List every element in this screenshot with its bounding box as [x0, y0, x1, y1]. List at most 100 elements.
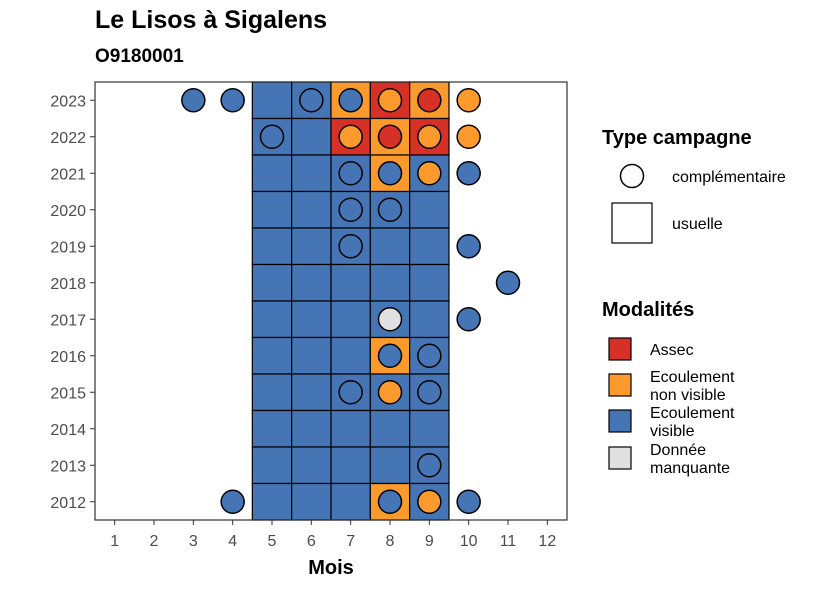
usuelle-tile	[291, 482, 332, 521]
usuelle-tile	[291, 336, 332, 375]
legend-swatch	[608, 446, 632, 470]
usuelle-tile	[291, 117, 332, 156]
complementaire-point	[338, 124, 363, 149]
usuelle-tile	[330, 409, 371, 448]
legend-type-label: complémentaire	[672, 169, 786, 186]
legend-modalite-label: visible	[650, 423, 695, 440]
complementaire-point	[377, 343, 403, 368]
usuelle-tile	[409, 300, 450, 339]
complementaire-point	[220, 88, 245, 113]
panel-border	[94, 81, 568, 521]
complementaire-point	[377, 307, 403, 332]
complementaire-point	[181, 88, 206, 113]
complementaire-point	[456, 124, 481, 149]
complementaire-point	[417, 380, 442, 405]
complementaire-point	[495, 270, 521, 295]
complementaire-point	[456, 307, 481, 332]
usuelle-tile	[291, 373, 332, 412]
chart-title: Le Lisos à Sigalens	[95, 6, 328, 34]
y-tick-label: 2014	[50, 422, 86, 439]
legend-swatch	[608, 409, 632, 433]
complementaire-point	[377, 88, 403, 113]
complementaire-point	[338, 197, 363, 222]
complementaire-point	[299, 88, 324, 113]
usuelle-tile	[251, 409, 293, 448]
usuelle-tile	[251, 190, 293, 229]
complementaire-point	[338, 88, 363, 113]
usuelle-tile	[251, 336, 293, 375]
usuelle-tile	[291, 227, 332, 266]
complementaire-point	[259, 124, 285, 149]
usuelle-tile	[330, 482, 371, 521]
y-tick-label: 2012	[50, 495, 86, 512]
usuelle-tile	[251, 300, 293, 339]
x-tick-label: 3	[189, 533, 198, 550]
complementaire-point	[377, 161, 403, 186]
usuelle-tile	[291, 300, 332, 339]
legend-modalite-label: Assec	[650, 342, 694, 359]
complementaire-point	[417, 343, 442, 368]
usuelle-tile	[369, 227, 411, 266]
x-tick-label: 4	[228, 533, 237, 550]
axes: 1 2 3 4 5 6 7 8 9 10 11 122012201320142015201620172…	[50, 93, 556, 550]
complementaire-point	[377, 197, 403, 222]
complementaire-point	[456, 234, 481, 259]
complementaire-point	[417, 453, 442, 478]
y-tick-label: 2015	[50, 385, 86, 402]
usuelle-tile	[330, 446, 371, 485]
legend-type-label: usuelle	[672, 216, 723, 233]
y-tick-label: 2022	[50, 130, 86, 147]
usuelle-tile	[369, 263, 411, 302]
usuelle-tile	[251, 227, 293, 266]
usuelle-tile	[330, 336, 371, 375]
legend-type-campagne: Type campagne complémentaire usuelle	[602, 127, 786, 244]
complementaire-point	[456, 161, 481, 186]
complementaire-point	[220, 489, 245, 514]
usuelle-tile	[330, 300, 371, 339]
legend-circle-key	[619, 163, 645, 189]
complementaire-point	[377, 489, 403, 514]
chart-subtitle: O9180001	[95, 46, 184, 67]
complementaire-point	[456, 88, 481, 113]
legend-swatch	[608, 337, 632, 361]
complementaire-point	[456, 489, 481, 514]
usuelle-tile	[409, 409, 450, 448]
x-tick-label: 11	[500, 533, 517, 550]
legend-type-title: Type campagne	[602, 127, 752, 149]
complementaire-point	[417, 124, 442, 149]
x-tick-label: 8	[386, 533, 395, 550]
legend-modalite-label: manquante	[650, 460, 730, 477]
y-tick-label: 2017	[50, 312, 86, 329]
legend-modalite-label: Ecoulement	[650, 369, 735, 386]
x-tick-label: 2	[150, 533, 159, 550]
usuelle-tile	[409, 227, 450, 266]
legend-modalites-title: Modalités	[602, 299, 694, 321]
legend-square-key	[611, 202, 653, 244]
usuelle-tile	[251, 263, 293, 302]
x-tick-label: 5	[268, 533, 277, 550]
usuelle-tile	[251, 446, 293, 485]
usuelle-tile	[291, 154, 332, 193]
usuelle-tile	[251, 154, 293, 193]
complementaire-point	[377, 380, 403, 405]
complementaire-point	[417, 489, 442, 514]
x-tick-label: 12	[538, 533, 556, 550]
complementaire-point	[338, 380, 363, 405]
legend-modalite-label: non visible	[650, 387, 726, 404]
usuelle-tile	[291, 409, 332, 448]
usuelle-tile	[369, 409, 411, 448]
legend-modalite-label: Ecoulement	[650, 405, 735, 422]
y-tick-label: 2020	[50, 203, 86, 220]
y-tick-label: 2016	[50, 349, 86, 366]
usuelle-tile	[251, 482, 293, 521]
usuelle-tile	[291, 190, 332, 229]
usuelle-tile	[251, 373, 293, 412]
complementaire-point	[338, 161, 363, 186]
x-tick-label: 6	[307, 533, 316, 550]
complementaire-point	[338, 234, 363, 259]
y-tick-label: 2018	[50, 276, 86, 293]
y-tick-label: 2023	[50, 93, 86, 110]
usuelle-tile	[330, 263, 371, 302]
x-tick-label: 1	[110, 533, 119, 550]
